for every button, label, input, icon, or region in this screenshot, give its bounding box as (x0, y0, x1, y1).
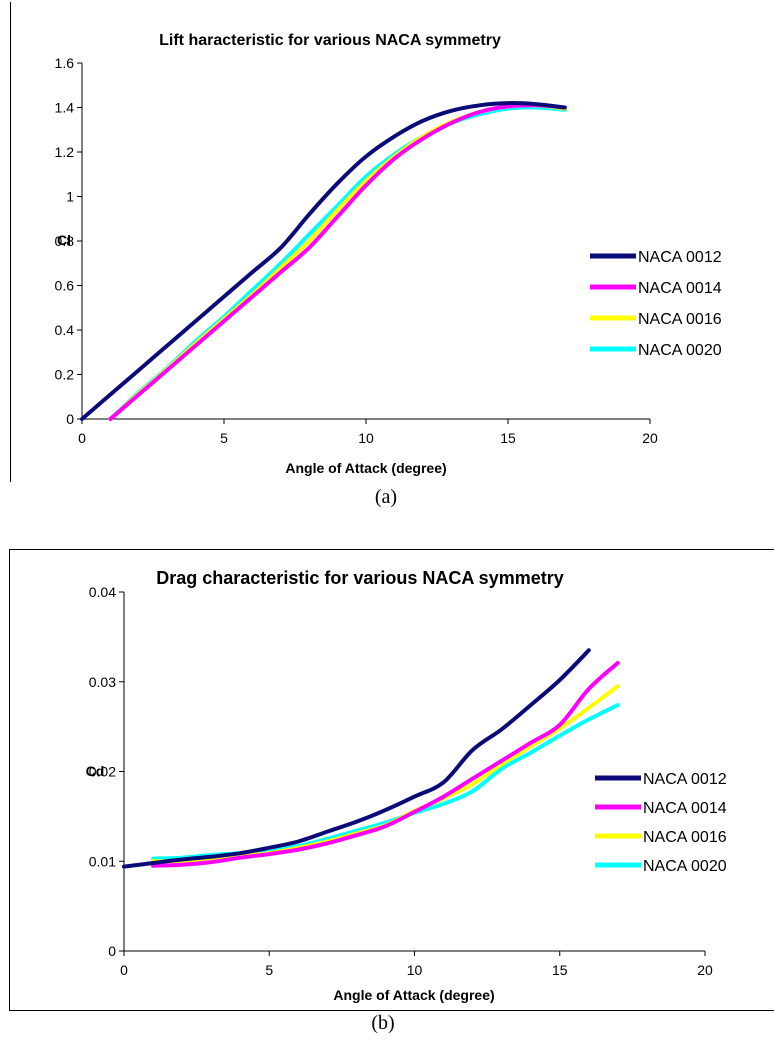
chart-title: Drag characteristic for various NACA sym… (156, 568, 564, 588)
y-tick-label: 0.02 (89, 764, 116, 780)
legend-label: NACA 0014 (643, 800, 727, 817)
caption-a: (a) (374, 486, 398, 508)
series-line (151, 660, 620, 868)
y-tick-label: 1.2 (55, 144, 75, 160)
y-tick-label: 1.4 (55, 100, 75, 116)
y-tick-label: 0 (66, 411, 74, 427)
legend-label: NACA 0012 (643, 771, 727, 788)
legend-label: NACA 0014 (638, 280, 722, 297)
legend-label: NACA 0016 (638, 311, 722, 328)
x-axis-label: Angle of Attack (degree) (285, 460, 446, 476)
caption-b: (b) (371, 1012, 395, 1034)
y-tick-label: 0.2 (55, 367, 75, 383)
y-tick-label: 0.01 (89, 853, 116, 869)
y-tick-label: 0.04 (89, 584, 116, 600)
series-line (151, 703, 620, 861)
legend-label: NACA 0020 (638, 342, 722, 359)
x-axis-label: Angle of Attack (degree) (333, 987, 494, 1003)
series-line (108, 103, 567, 421)
y-axis-label: Cl (57, 232, 71, 248)
legend-label: NACA 0012 (638, 249, 722, 266)
y-tick-label: 0.03 (89, 674, 116, 690)
legend-label: NACA 0020 (643, 858, 727, 875)
lift-chart: Lift haracteristic for various NACA symm… (55, 32, 722, 476)
drag-chart-frame (9, 549, 774, 1011)
series-line (151, 684, 620, 864)
x-tick-label: 0 (78, 430, 86, 446)
x-tick-label: 20 (697, 962, 713, 978)
y-tick-label: 1.6 (55, 55, 75, 71)
x-tick-label: 5 (265, 962, 273, 978)
x-tick-label: 0 (120, 962, 128, 978)
x-tick-label: 10 (407, 962, 423, 978)
x-tick-label: 15 (500, 430, 516, 446)
x-tick-label: 10 (358, 430, 374, 446)
y-tick-label: 1 (66, 189, 74, 205)
y-tick-label: 0 (108, 943, 116, 959)
x-tick-label: 20 (642, 430, 658, 446)
y-axis-label: Cd (86, 763, 105, 779)
x-tick-label: 5 (220, 430, 228, 446)
legend-label: NACA 0016 (643, 829, 727, 846)
chart-title: Lift haracteristic for various NACA symm… (159, 32, 501, 49)
lift-chart-frame (10, 2, 773, 482)
drag-chart: Drag characteristic for various NACA sym… (86, 568, 727, 1003)
y-tick-label: 0.8 (55, 233, 75, 249)
series-line (122, 648, 591, 869)
series-line (80, 101, 567, 421)
y-tick-label: 0.6 (55, 278, 75, 294)
y-tick-label: 0.4 (55, 322, 75, 338)
x-tick-label: 15 (552, 962, 568, 978)
